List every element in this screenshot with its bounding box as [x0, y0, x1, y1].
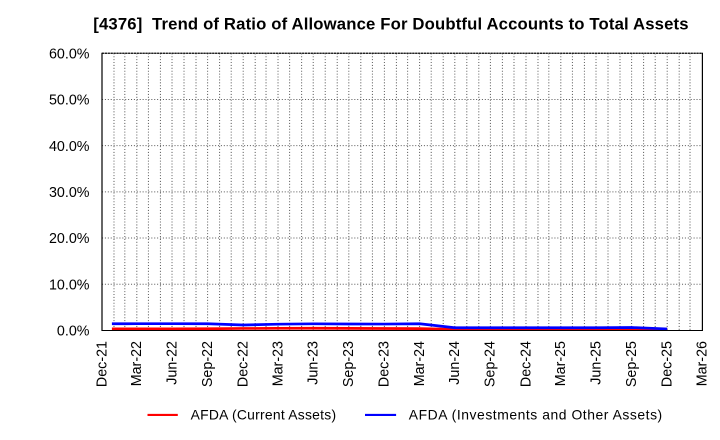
- svg-text:Sep-22: Sep-22: [200, 341, 216, 387]
- svg-text:60.0%: 60.0%: [49, 47, 90, 63]
- svg-text:10.0%: 10.0%: [49, 277, 90, 293]
- svg-text:Dec-23: Dec-23: [377, 341, 393, 387]
- svg-text:Jun-23: Jun-23: [306, 341, 322, 385]
- svg-text:0.0%: 0.0%: [57, 324, 90, 340]
- svg-text:Jun-25: Jun-25: [588, 341, 604, 385]
- svg-text:Mar-25: Mar-25: [553, 341, 569, 386]
- svg-text:Mar-26: Mar-26: [694, 341, 710, 386]
- svg-text:Dec-22: Dec-22: [236, 341, 252, 387]
- svg-text:Sep-25: Sep-25: [624, 341, 640, 387]
- svg-text:Dec-25: Dec-25: [660, 341, 676, 387]
- svg-text:20.0%: 20.0%: [49, 231, 90, 247]
- svg-text:Jun-24: Jun-24: [447, 341, 463, 385]
- svg-text:Sep-24: Sep-24: [483, 341, 499, 387]
- svg-text:Sep-23: Sep-23: [341, 341, 357, 387]
- svg-text:40.0%: 40.0%: [49, 139, 90, 155]
- svg-text:[4376] Trend of Ratio of Allo: [4376] Trend of Ratio of Allowance For D…: [93, 15, 688, 34]
- svg-text:30.0%: 30.0%: [49, 185, 90, 201]
- svg-text:Dec-24: Dec-24: [518, 341, 534, 387]
- svg-text:Mar-23: Mar-23: [270, 341, 286, 386]
- svg-text:50.0%: 50.0%: [49, 93, 90, 109]
- svg-text:Mar-24: Mar-24: [412, 341, 428, 386]
- svg-text:Mar-22: Mar-22: [129, 341, 145, 386]
- svg-text:AFDA (Investments and Other As: AFDA (Investments and Other Assets): [409, 407, 663, 423]
- svg-text:Dec-21: Dec-21: [94, 341, 110, 387]
- svg-text:AFDA (Current Assets): AFDA (Current Assets): [191, 407, 337, 423]
- svg-text:Jun-22: Jun-22: [164, 341, 180, 385]
